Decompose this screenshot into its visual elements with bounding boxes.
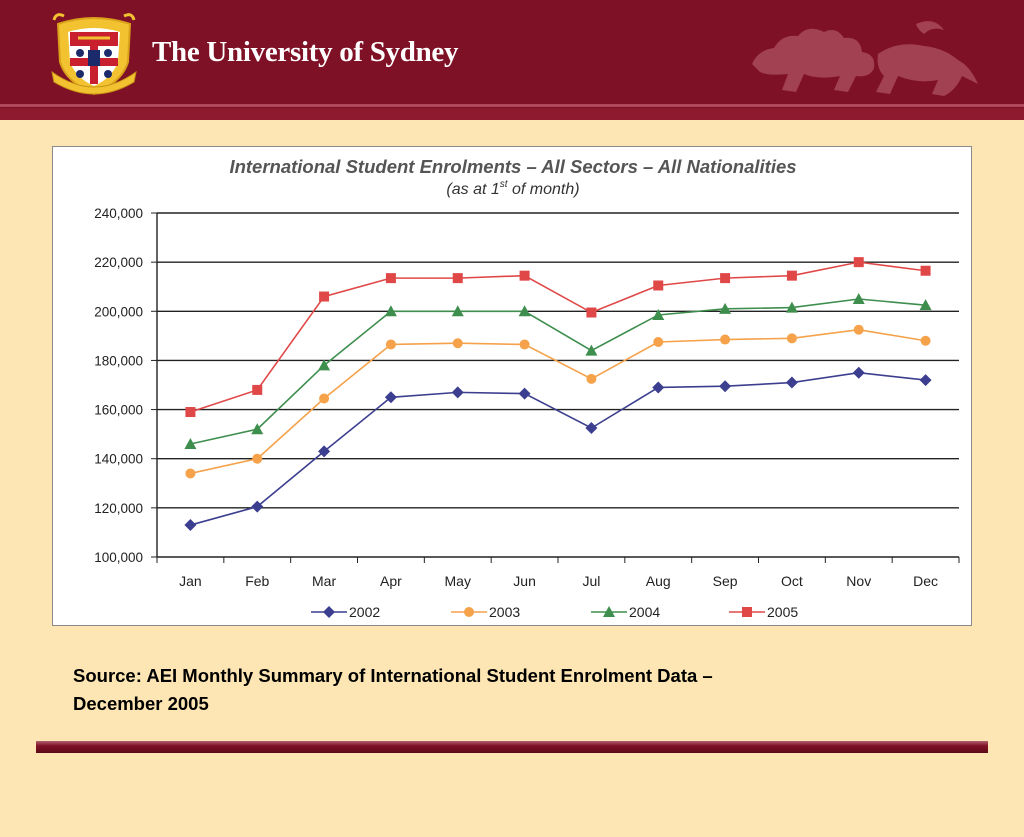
data-point-2005 — [653, 280, 664, 291]
data-point-2004 — [518, 305, 531, 317]
chart-panel: International Student Enrolments – All S… — [52, 146, 972, 626]
data-point-2004 — [719, 302, 732, 314]
data-point-2002 — [785, 376, 798, 389]
university-crest-icon — [51, 13, 137, 96]
data-point-2002 — [919, 374, 932, 387]
data-point-2003 — [519, 339, 530, 350]
data-point-2002 — [184, 519, 197, 532]
data-point-2005 — [319, 291, 330, 302]
header-divider — [0, 104, 1024, 107]
data-point-2002 — [852, 366, 865, 379]
series-line-2004 — [190, 298, 926, 445]
legend-label-2005: 2005 — [767, 604, 798, 620]
heraldic-lion-icon — [752, 21, 978, 96]
x-tick-label: May — [445, 573, 471, 589]
data-point-2002 — [318, 445, 331, 458]
data-point-2004 — [852, 293, 865, 304]
data-point-2003 — [853, 324, 864, 335]
data-point-2005 — [519, 270, 530, 281]
data-point-2005 — [452, 273, 463, 284]
data-point-2004 — [184, 437, 197, 449]
data-point-2003 — [319, 393, 330, 404]
data-point-2005 — [385, 273, 396, 284]
y-tick-label: 140,000 — [94, 452, 143, 467]
x-tick-label: Jan — [179, 573, 202, 589]
data-point-2003 — [252, 453, 263, 464]
data-point-2003 — [720, 334, 731, 345]
source-line-1: Source: AEI Monthly Summary of Internati… — [73, 665, 713, 686]
x-tick-label: Dec — [913, 573, 938, 589]
data-point-2002 — [384, 391, 397, 404]
data-point-2004 — [785, 301, 798, 313]
y-tick-label: 180,000 — [94, 353, 143, 368]
data-point-2003 — [385, 339, 396, 350]
series-line-2003 — [190, 328, 926, 475]
data-point-2004 — [585, 344, 598, 356]
data-point-2005 — [586, 307, 597, 318]
x-tick-label: Apr — [380, 573, 402, 589]
data-point-2003 — [452, 338, 463, 349]
x-tick-label: Sep — [713, 573, 738, 589]
data-point-2004 — [384, 305, 397, 317]
data-point-2003 — [786, 333, 797, 344]
x-tick-label: Aug — [646, 573, 671, 589]
data-point-2005 — [185, 407, 196, 418]
data-point-2004 — [919, 299, 932, 311]
data-point-2004 — [318, 359, 331, 371]
data-point-2004 — [652, 308, 665, 320]
x-tick-label: Oct — [781, 573, 803, 589]
data-point-2002 — [719, 380, 732, 393]
data-point-2005 — [786, 270, 797, 281]
legend-marker-2003 — [464, 607, 474, 617]
source-caption: Source: AEI Monthly Summary of Internati… — [73, 662, 933, 718]
legend-label-2002: 2002 — [349, 604, 380, 620]
y-tick-label: 100,000 — [94, 550, 143, 565]
data-point-2005 — [920, 265, 931, 276]
data-point-2005 — [853, 257, 864, 268]
data-point-2003 — [653, 337, 664, 347]
y-tick-label: 220,000 — [94, 255, 143, 270]
source-line-2: December 2005 — [73, 693, 209, 714]
data-point-2005 — [720, 273, 731, 284]
data-point-2002 — [518, 387, 531, 400]
data-point-2003 — [185, 468, 196, 479]
data-point-2004 — [451, 305, 464, 317]
university-name: The University of Sydney — [152, 36, 459, 68]
legend-marker-2004 — [603, 606, 615, 617]
data-point-2003 — [920, 335, 931, 346]
data-point-2005 — [252, 384, 263, 395]
chart-title: International Student Enrolments – All S… — [229, 156, 796, 177]
legend-label-2004: 2004 — [629, 604, 660, 620]
footer-bar — [36, 741, 988, 753]
line-chart: International Student Enrolments – All S… — [94, 156, 960, 620]
legend-marker-2002 — [323, 606, 335, 618]
series-line-2005 — [190, 261, 926, 413]
data-point-2003 — [586, 373, 597, 384]
chart-subtitle: (as at 1st of month) — [446, 179, 579, 198]
x-tick-label: Nov — [846, 573, 871, 589]
data-point-2002 — [585, 422, 598, 434]
legend-marker-2005 — [742, 607, 752, 617]
legend-label-2003: 2003 — [489, 604, 520, 620]
data-point-2002 — [652, 381, 665, 394]
data-point-2004 — [251, 423, 264, 435]
y-tick-label: 160,000 — [94, 403, 143, 418]
y-tick-label: 200,000 — [94, 304, 143, 319]
data-point-2002 — [251, 500, 264, 513]
y-tick-label: 240,000 — [94, 206, 143, 221]
header-lower-band — [0, 108, 1024, 120]
series-line-2002 — [190, 371, 926, 526]
x-tick-label: Jul — [582, 573, 600, 589]
y-tick-label: 120,000 — [94, 501, 143, 516]
x-tick-label: Jun — [513, 573, 536, 589]
x-tick-label: Mar — [312, 573, 336, 589]
x-tick-label: Feb — [245, 573, 269, 589]
data-point-2002 — [451, 386, 464, 399]
